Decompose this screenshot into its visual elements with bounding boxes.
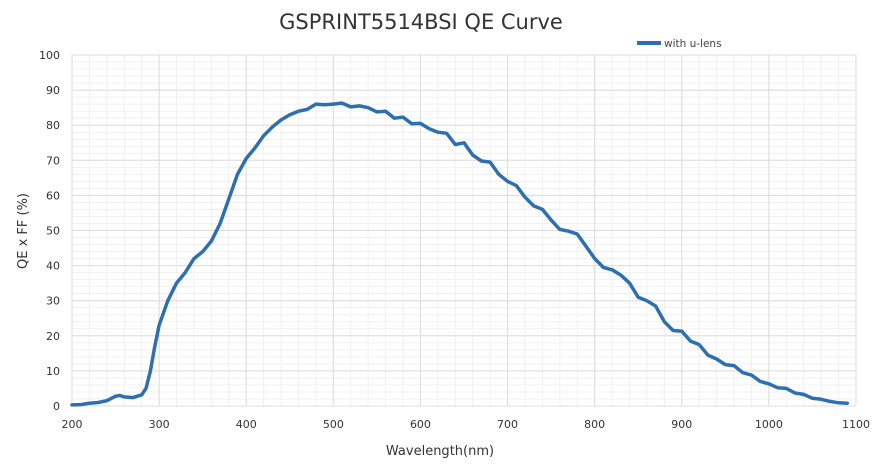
x-tick-label: 500: [323, 418, 344, 431]
x-tick-label: 1000: [755, 418, 783, 431]
y-tick-label: 70: [46, 154, 60, 167]
y-tick-label: 50: [46, 225, 60, 238]
x-tick-label: 400: [236, 418, 257, 431]
legend-label: with u-lens: [664, 38, 722, 50]
x-tick-label: 900: [671, 418, 692, 431]
y-tick-label: 90: [46, 84, 60, 97]
y-axis-label: QE x FF (%): [16, 193, 31, 269]
x-tick-label: 700: [497, 418, 518, 431]
y-tick-label: 30: [46, 295, 60, 308]
chart-title: GSPRINT5514BSI QE Curve: [279, 10, 563, 34]
x-tick-label: 300: [149, 418, 170, 431]
x-tick-label: 600: [410, 418, 431, 431]
y-tick-labels: 0 10 20 30 40 50 60 70 80 90 100: [39, 49, 60, 413]
x-tick-label: 1100: [842, 418, 870, 431]
x-axis-label: Wavelength(nm): [386, 444, 494, 459]
x-tick-label: 800: [584, 418, 605, 431]
y-tick-label: 10: [46, 365, 60, 378]
y-tick-label: 0: [53, 400, 60, 413]
x-tick-label: 200: [62, 418, 83, 431]
x-tick-labels: 200 300 400 500 600 700 800 900 1000 1100: [62, 418, 871, 431]
y-tick-label: 20: [46, 330, 60, 343]
y-tick-label: 40: [46, 260, 60, 273]
y-tick-label: 100: [39, 49, 60, 62]
y-tick-label: 60: [46, 189, 60, 202]
y-tick-label: 80: [46, 119, 60, 132]
legend: with u-lens: [637, 38, 722, 50]
series-line-with-u-lens: [70, 101, 850, 407]
grid: [71, 54, 857, 407]
